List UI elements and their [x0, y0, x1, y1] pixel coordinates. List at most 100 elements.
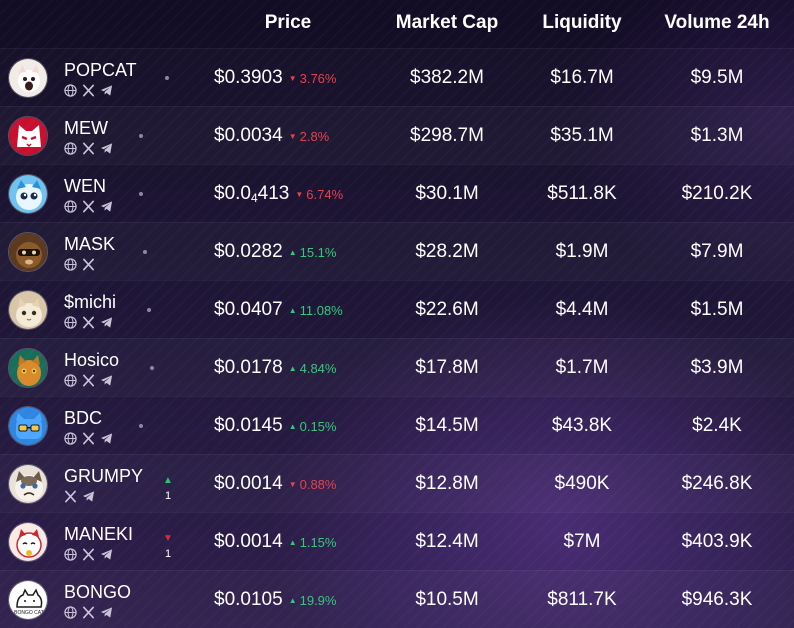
volume-24h-value: $2.4K	[692, 415, 742, 436]
token-logo	[8, 290, 48, 330]
token-name[interactable]: BDC	[64, 408, 103, 428]
price-change: ▲ 4.84%	[288, 361, 337, 376]
table-header: Price Market Cap Liquidity Volume 24h	[0, 0, 794, 48]
web-icon[interactable]	[64, 142, 77, 155]
volume-24h-column-header[interactable]: Volume 24h	[664, 12, 770, 33]
telegram-icon[interactable]	[100, 142, 113, 155]
social-links	[64, 548, 113, 562]
triangle-up-icon: ▲	[288, 596, 297, 605]
web-icon[interactable]	[64, 606, 77, 619]
table-row[interactable]: Hosico $0.0178 ▲ 4.84% $17.8M $1.7M $3.9M	[0, 338, 794, 396]
price-change: ▼ 2.8%	[288, 129, 330, 144]
web-icon[interactable]	[64, 548, 77, 561]
volume-24h-value: $946.3K	[681, 589, 753, 610]
token-logo: BONGO CAT	[8, 580, 48, 620]
liquidity-value: $16.7M	[550, 67, 614, 88]
x-icon[interactable]	[82, 374, 95, 387]
rank-unchanged-dot	[147, 308, 151, 312]
market-cap-value: $17.8M	[415, 357, 479, 378]
market-cap-value: $12.8M	[415, 473, 479, 494]
market-cap-column-header[interactable]: Market Cap	[395, 12, 499, 33]
x-icon[interactable]	[82, 606, 95, 619]
token-table-body: POPCAT $0.3903 ▼ 3.76% $382.2M $16.7M $9.5M MEW…	[0, 48, 794, 628]
price-change: ▲ 15.1%	[288, 245, 337, 260]
web-icon[interactable]	[64, 84, 77, 97]
market-cap-value: $298.7M	[410, 125, 484, 146]
price-change: ▼ 6.74%	[295, 187, 344, 202]
token-logo	[8, 464, 48, 504]
x-icon[interactable]	[64, 490, 77, 503]
price-cell: $0.0014 ▼ 0.88%	[214, 473, 368, 495]
x-icon[interactable]	[82, 84, 95, 97]
price-cell: $0.0178 ▲ 4.84%	[214, 357, 368, 379]
web-icon[interactable]	[64, 258, 77, 271]
table-row[interactable]: MEW $0.0034 ▼ 2.8% $298.7M $35.1M $1.3M	[0, 106, 794, 164]
token-logo	[8, 348, 48, 388]
price-column-header[interactable]: Price	[264, 12, 312, 33]
rank-change-value: 1	[164, 548, 172, 560]
token-name[interactable]: POPCAT	[64, 60, 137, 80]
volume-24h-value: $1.5M	[690, 299, 744, 320]
token-name[interactable]: Hosico	[64, 350, 120, 370]
telegram-icon[interactable]	[100, 432, 113, 445]
telegram-icon[interactable]	[100, 374, 113, 387]
table-row[interactable]: POPCAT $0.3903 ▼ 3.76% $382.2M $16.7M $9.5M	[0, 48, 794, 106]
telegram-icon[interactable]	[82, 490, 95, 503]
table-row[interactable]: MASK $0.0282 ▲ 15.1% $28.2M $1.9M $7.9M	[0, 222, 794, 280]
rank-unchanged-dot	[150, 366, 154, 370]
x-icon[interactable]	[82, 200, 95, 213]
token-name[interactable]: MEW	[64, 118, 108, 138]
price-cell: $0.0034 ▼ 2.8%	[214, 125, 368, 147]
token-name[interactable]: MASK	[64, 234, 116, 254]
token-name[interactable]: $michi	[64, 292, 117, 312]
web-icon[interactable]	[64, 432, 77, 445]
liquidity-value: $43.8K	[551, 415, 613, 436]
token-name[interactable]: WEN	[64, 176, 106, 196]
x-icon[interactable]	[82, 316, 95, 329]
token-name[interactable]: MANEKI	[64, 524, 134, 544]
liquidity-value: $1.7M	[555, 357, 609, 378]
table-row[interactable]: BDC $0.0145 ▲ 0.15% $14.5M $43.8K $2.4K	[0, 396, 794, 454]
web-icon[interactable]	[64, 200, 77, 213]
table-row[interactable]: $michi $0.0407 ▲ 11.08% $22.6M $4.4M $1.5M	[0, 280, 794, 338]
liquidity-value: $511.8K	[547, 183, 617, 204]
market-cap-value: $28.2M	[415, 241, 479, 262]
price-change: ▲ 0.15%	[288, 419, 337, 434]
x-icon[interactable]	[82, 548, 95, 561]
social-links	[64, 316, 113, 330]
table-row[interactable]: GRUMPY ▲ 1 $0.0014 ▼ 0.88% $12.8M $490K $246.…	[0, 454, 794, 512]
liquidity-column-header[interactable]: Liquidity	[542, 12, 622, 33]
web-icon[interactable]	[64, 374, 77, 387]
table-row[interactable]: BONGO CAT BONGO $0.0105 ▲ 19.9% $10.5M $811.7K…	[0, 570, 794, 628]
x-icon[interactable]	[82, 258, 95, 271]
token-logo	[8, 58, 48, 98]
social-links	[64, 142, 113, 156]
telegram-icon[interactable]	[100, 200, 113, 213]
table-row[interactable]: MANEKI ▼ 1 $0.0014 ▲ 1.15% $12.4M $7M $403.9K	[0, 512, 794, 570]
token-name[interactable]: GRUMPY	[64, 466, 144, 486]
rank-change-indicator: ▲ 1	[158, 476, 178, 503]
telegram-icon[interactable]	[100, 548, 113, 561]
telegram-icon[interactable]	[100, 316, 113, 329]
price-value: $0.0145	[214, 415, 283, 436]
price-value: $0.0178	[214, 357, 283, 378]
triangle-up-icon: ▲	[288, 364, 297, 373]
price-value: $0.0282	[214, 241, 283, 262]
price-cell: $0.0014 ▲ 1.15%	[214, 531, 368, 553]
price-cell: $0.0145 ▲ 0.15%	[214, 415, 368, 437]
telegram-icon[interactable]	[100, 606, 113, 619]
telegram-icon[interactable]	[100, 84, 113, 97]
price-value: $0.0407	[214, 299, 283, 320]
token-name[interactable]: BONGO	[64, 582, 132, 602]
liquidity-value: $4.4M	[555, 299, 609, 320]
triangle-down-icon: ▼	[288, 132, 297, 141]
triangle-up-icon: ▲	[288, 306, 297, 315]
price-change: ▲ 19.9%	[288, 593, 337, 608]
x-icon[interactable]	[82, 142, 95, 155]
x-icon[interactable]	[82, 432, 95, 445]
price-change: ▼ 0.88%	[288, 477, 337, 492]
web-icon[interactable]	[64, 316, 77, 329]
price-change: ▲ 11.08%	[288, 303, 343, 318]
table-row[interactable]: WEN $0.04413 ▼ 6.74% $30.1M $511.8K $210.2K	[0, 164, 794, 222]
